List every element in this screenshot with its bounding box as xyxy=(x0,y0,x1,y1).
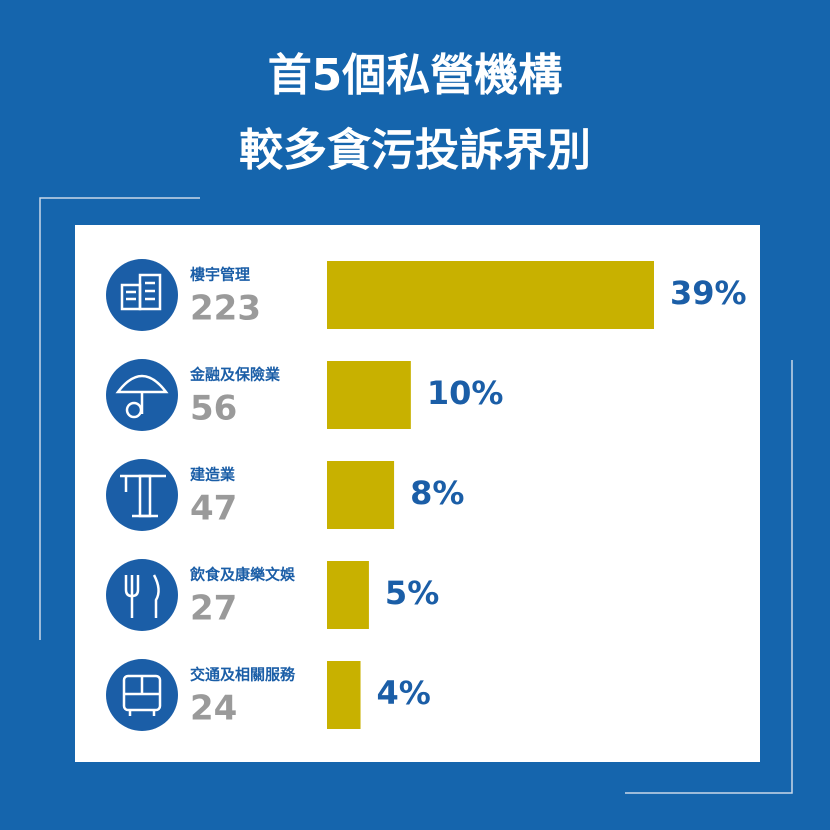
count-label: 56 xyxy=(190,389,237,429)
bar xyxy=(327,361,411,429)
category-label: 金融及保險業 xyxy=(189,366,281,384)
decor-line xyxy=(39,197,200,640)
title-line: 較多貪污投訴界別 xyxy=(239,125,591,176)
umbrella-icon xyxy=(115,374,169,419)
decor-line xyxy=(625,360,793,794)
icon xyxy=(106,259,178,331)
count-label: 223 xyxy=(190,289,261,329)
category-label: 樓宇管理 xyxy=(190,266,250,284)
value-label: 5% xyxy=(385,574,439,612)
title-line: 首5個私營機構 xyxy=(268,50,563,101)
count-label: 24 xyxy=(190,689,237,729)
value-label: 4% xyxy=(377,674,431,712)
value-label: 8% xyxy=(410,474,464,512)
cutlery-icon xyxy=(124,574,160,618)
icons xyxy=(106,259,178,731)
bus-icon xyxy=(122,674,162,716)
crane-icon xyxy=(120,474,166,518)
bar xyxy=(327,661,361,729)
bar xyxy=(327,561,369,629)
count-label: 27 xyxy=(190,589,237,629)
category-label: 飲食及康樂文娛 xyxy=(189,566,295,584)
bar xyxy=(327,461,395,529)
count-label: 47 xyxy=(190,489,237,529)
value-label: 10% xyxy=(427,374,504,412)
category-label: 建造業 xyxy=(190,466,236,484)
value-label: 39% xyxy=(670,274,747,312)
icon xyxy=(106,559,178,631)
icon xyxy=(106,459,178,531)
building-icon xyxy=(120,273,162,311)
category-label: 交通及相關服務 xyxy=(190,666,296,684)
bar xyxy=(327,261,654,329)
